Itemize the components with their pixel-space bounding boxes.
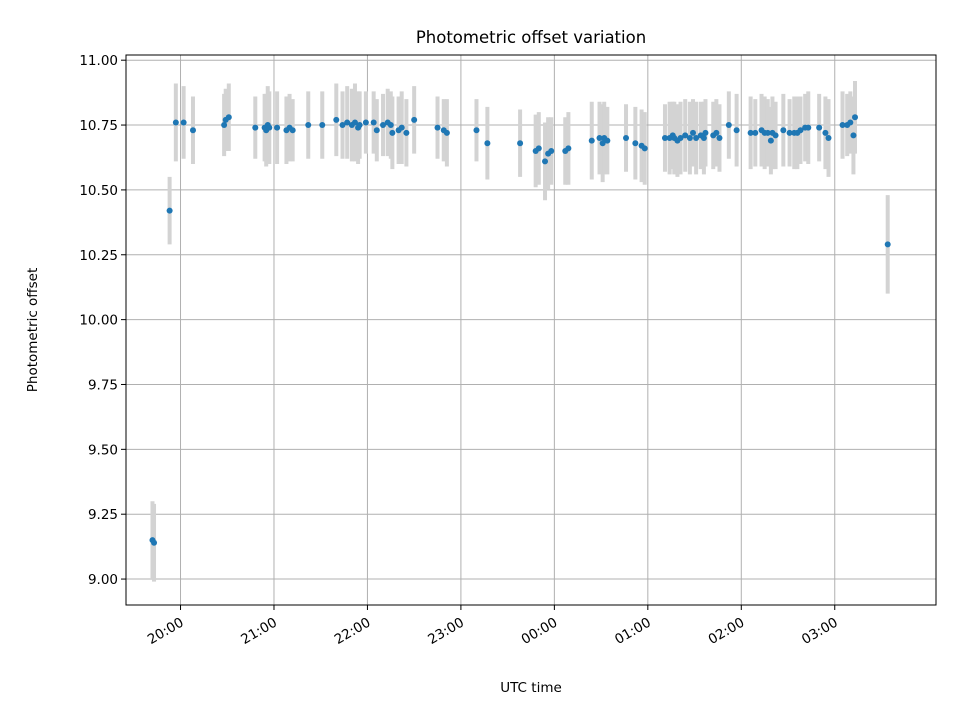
data-point [713, 129, 720, 136]
data-point [370, 119, 377, 126]
data-point [797, 127, 804, 134]
data-point [319, 122, 326, 129]
data-point [535, 145, 542, 152]
y-tick-label: 11.00 [79, 53, 118, 69]
grid [126, 55, 936, 605]
data-point [517, 140, 524, 147]
x-tick-label: 01:00 [612, 615, 654, 648]
data-point [434, 124, 441, 131]
data-point [780, 127, 787, 134]
data-point [339, 122, 346, 129]
data-point [716, 135, 723, 142]
y-tick-label: 10.50 [79, 183, 118, 199]
data-point [686, 135, 693, 142]
data-point [443, 129, 450, 136]
data-point [764, 129, 771, 136]
data-point [702, 129, 709, 136]
data-point [151, 539, 158, 546]
data-point [403, 129, 410, 136]
data-point [700, 135, 707, 142]
data-point [548, 147, 555, 154]
data-point [333, 116, 340, 123]
data-point [884, 241, 891, 248]
x-tick-label: 00:00 [519, 615, 561, 648]
plot-frame [125, 54, 937, 606]
data-point [690, 129, 696, 136]
y-tick-label: 10.25 [79, 248, 118, 264]
data-point [180, 119, 187, 126]
y-tick-label: 9.25 [88, 507, 118, 523]
data-point [252, 124, 259, 131]
data-point [305, 122, 312, 129]
data-point [172, 119, 179, 126]
y-tick-label: 9.50 [88, 442, 118, 458]
x-tick-label: 22:00 [332, 615, 374, 648]
data-point [623, 135, 630, 142]
data-point [850, 132, 857, 139]
data-point [189, 127, 196, 134]
data-point [289, 127, 296, 134]
error-bars [150, 80, 890, 582]
data-point [847, 119, 854, 126]
y-tick-label: 9.75 [88, 377, 118, 393]
data-point [266, 124, 273, 131]
data-point [641, 145, 648, 152]
data-point [588, 137, 595, 144]
data-point [677, 135, 684, 142]
y-tick-label: 10.75 [79, 118, 118, 134]
data-point [387, 122, 394, 129]
data-point [772, 132, 779, 139]
y-axis-label: Photometric offset [25, 268, 41, 392]
data-point [604, 137, 611, 144]
data-point [542, 158, 549, 165]
data-point [599, 140, 606, 147]
data-point [805, 124, 812, 131]
data-point [398, 124, 405, 131]
data-point [822, 129, 829, 136]
x-tick-label: 03:00 [799, 615, 841, 648]
y-axis: 9.00 9.25 9.50 9.75 10.00 10.25 10.50 10.75 11.0… [79, 53, 126, 588]
data-point [356, 122, 363, 129]
data-point [839, 122, 846, 129]
data-point [362, 119, 369, 126]
data-point [852, 114, 858, 121]
x-tick-label: 02:00 [706, 615, 748, 648]
data-point [373, 127, 380, 134]
data-point [351, 119, 358, 126]
data-point [225, 114, 232, 121]
data-point [596, 135, 603, 142]
x-tick-label: 20:00 [145, 615, 187, 648]
data-point [274, 124, 281, 131]
data-point [682, 132, 689, 139]
data-point [166, 207, 173, 214]
data-point [747, 129, 754, 136]
data-points [149, 114, 891, 546]
x-tick-label: 21:00 [238, 615, 280, 648]
data-point [344, 119, 351, 126]
data-point [786, 129, 793, 136]
data-point [693, 135, 700, 142]
data-point [380, 122, 387, 129]
data-point [632, 140, 639, 147]
data-point [411, 116, 418, 123]
data-point [661, 135, 668, 142]
data-point [752, 129, 759, 136]
x-tick-label: 23:00 [425, 615, 467, 648]
chart-title: Photometric offset variation [416, 28, 646, 47]
data-point [725, 122, 732, 129]
data-point [733, 127, 740, 134]
data-point [221, 122, 228, 129]
data-point [473, 127, 480, 134]
x-axis: 20:00 21:00 22:00 23:00 00:00 01:00 02:00 03:00 [145, 605, 841, 648]
data-point [816, 124, 823, 131]
y-tick-label: 9.00 [88, 572, 118, 588]
data-point [825, 135, 832, 142]
data-point [484, 140, 491, 147]
data-point [565, 145, 572, 152]
x-axis-label: UTC time [500, 680, 562, 696]
y-tick-label: 10.00 [79, 313, 118, 329]
data-point [389, 129, 396, 136]
data-point [767, 137, 774, 144]
